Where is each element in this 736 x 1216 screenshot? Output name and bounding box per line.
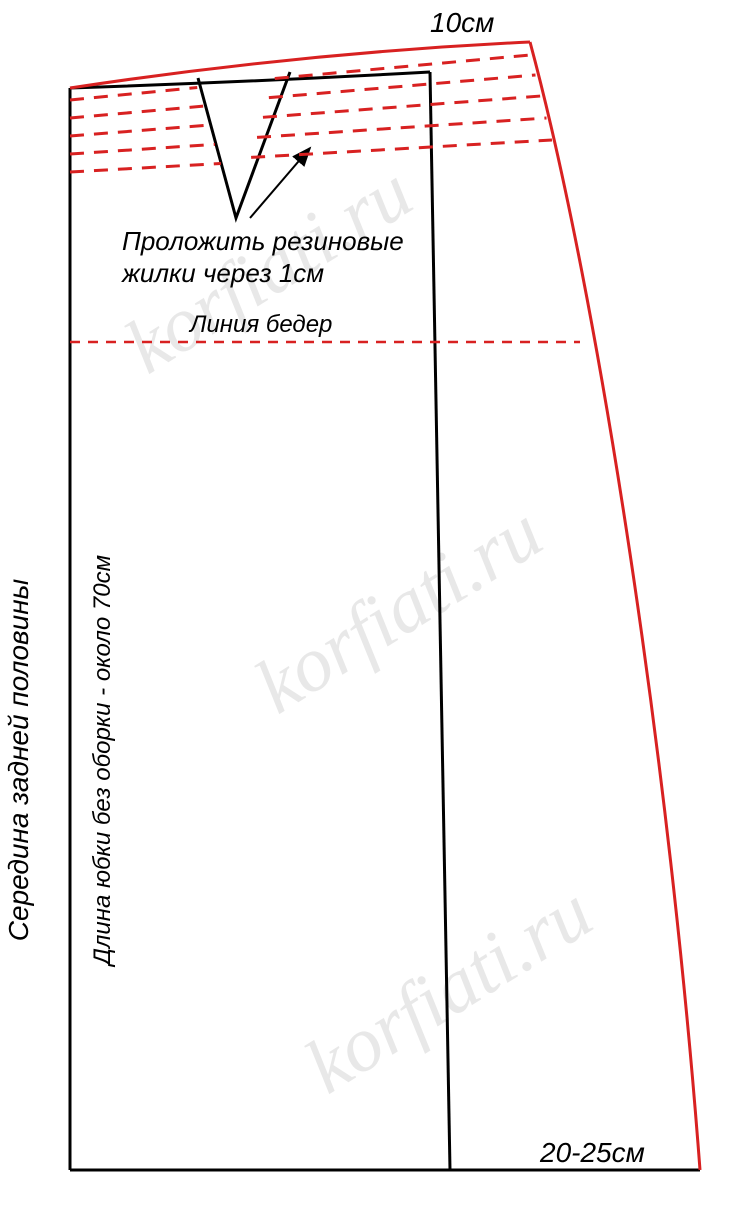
elastic_line1-label: Проложить резиновые bbox=[122, 226, 404, 256]
side_vertical_inner-label: Длина юбки без оборки - около 70см bbox=[89, 555, 116, 968]
elastic-row bbox=[70, 87, 197, 100]
elastic-row bbox=[70, 144, 215, 154]
dart bbox=[198, 72, 290, 218]
skirt-pattern-diagram: korfiati.rukorfiati.rukorfiati.ru 10см20… bbox=[0, 0, 736, 1216]
elastic_line2-label: жилки через 1см bbox=[121, 258, 324, 288]
elastic-row bbox=[70, 125, 209, 136]
elastic-row bbox=[251, 140, 552, 157]
elastic-row bbox=[70, 164, 221, 172]
elastic-row bbox=[263, 96, 541, 117]
elastic-row bbox=[257, 118, 546, 137]
hip_line-label: Линия бедер bbox=[188, 311, 332, 338]
side_vertical_left-label: Середина задней половины bbox=[3, 578, 34, 941]
bottom_measure-label: 20-25см bbox=[539, 1137, 645, 1168]
top_measure-label: 10см bbox=[430, 7, 494, 38]
side-seam-outer bbox=[530, 42, 700, 1170]
elastic-row bbox=[70, 106, 203, 118]
watermark-text: korfiati.ru bbox=[240, 487, 556, 730]
